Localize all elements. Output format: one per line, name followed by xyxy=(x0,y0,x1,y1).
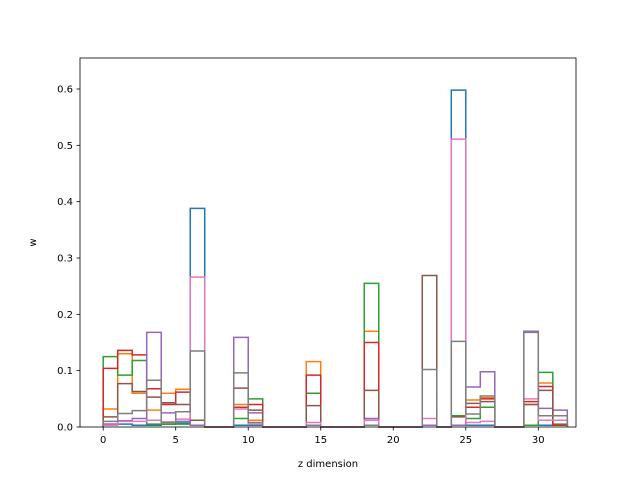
x-tick-label: 0 xyxy=(100,435,106,446)
y-tick-label: 0.6 xyxy=(57,84,73,95)
chart-marks xyxy=(102,89,569,428)
x-tick-label: 5 xyxy=(173,435,179,446)
y-tick-label: 0.1 xyxy=(57,366,73,377)
histogram-series-1 xyxy=(102,89,569,428)
x-tick-label: 20 xyxy=(387,435,400,446)
histogram-series-5 xyxy=(102,330,569,428)
x-tick-label: 10 xyxy=(242,435,255,446)
x-tick-label: 25 xyxy=(459,435,472,446)
y-tick-label: 0.5 xyxy=(57,141,73,152)
histogram-series-3 xyxy=(102,282,569,428)
x-tick-label: 15 xyxy=(314,435,327,446)
histogram-series-7 xyxy=(102,138,569,428)
plot-area-frame xyxy=(79,57,577,428)
y-axis-label: w xyxy=(28,238,39,246)
x-axis-ticks: 0 5 10 15 20 25 30 xyxy=(100,427,545,446)
x-tick-label: 30 xyxy=(532,435,545,446)
histogram-series-4 xyxy=(102,341,569,428)
y-axis-ticks: 0.0 0.1 0.2 0.3 0.4 0.5 0.6 xyxy=(57,84,80,434)
y-tick-label: 0.4 xyxy=(57,197,73,208)
y-tick-label: 0.3 xyxy=(57,253,73,264)
x-axis-label: z dimension xyxy=(298,459,358,470)
y-tick-label: 0.0 xyxy=(57,423,73,434)
y-tick-label: 0.2 xyxy=(57,310,73,321)
